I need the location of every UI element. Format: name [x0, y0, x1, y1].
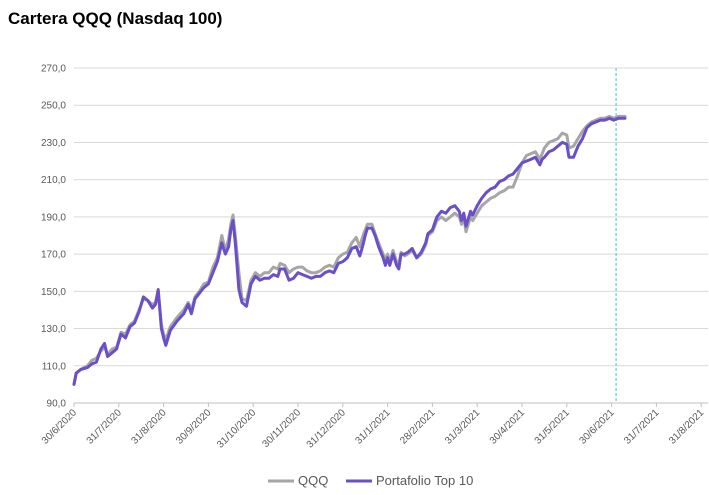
x-tick-label: 30/11/2020 [260, 407, 303, 450]
legend-label: Portafolio Top 10 [376, 473, 473, 488]
x-axis-ticks: 30/6/2020 31/7/2020 31/8/2020 30/9/2020 31/1… [40, 403, 707, 451]
y-tick-label: 190,0 [41, 212, 66, 223]
legend-label: QQQ [298, 473, 328, 488]
x-tick-label: 30/9/2020 [174, 407, 214, 447]
x-tick-label: 28/2/2021 [398, 407, 438, 447]
x-tick-label: 31/7/2020 [85, 407, 125, 447]
x-tick-label: 30/6/2021 [577, 407, 617, 447]
x-tick-label: 31/1/2021 [353, 407, 393, 447]
y-tick-label: 230,0 [41, 138, 66, 149]
x-tick-label: 30/6/2020 [40, 407, 80, 447]
y-axis-ticks: 270,0 250,0 230,0 210,0 190,0 170,0 150,0 130,0… [41, 64, 66, 410]
x-tick-label: 31/8/2020 [129, 407, 169, 447]
x-tick-label: 30/4/2021 [488, 407, 528, 447]
grid-lines [74, 67, 708, 367]
x-tick-label: 31/5/2021 [533, 407, 573, 447]
y-tick-label: 130,0 [41, 324, 66, 335]
x-tick-label: 31/8/2021 [667, 407, 707, 447]
x-tick-label: 31/3/2021 [443, 407, 483, 447]
x-tick-label: 31/10/2020 [215, 407, 258, 450]
series-line-portafolio-top-10 [72, 116, 627, 386]
y-tick-label: 210,0 [41, 175, 66, 186]
y-tick-label: 110,0 [42, 361, 67, 372]
x-tick-label: 31/7/2021 [622, 407, 662, 447]
y-tick-label: 270,0 [41, 64, 66, 75]
series-lines [72, 114, 627, 386]
y-tick-label: 170,0 [41, 250, 66, 261]
y-tick-label: 150,0 [41, 287, 66, 298]
legend: QQQ Portafolio Top 10 [268, 473, 473, 488]
chart-title: Cartera QQQ (Nasdaq 100) [8, 9, 223, 28]
series-line-qqq [72, 114, 627, 386]
x-tick-label: 31/12/2020 [305, 407, 348, 450]
y-tick-label: 250,0 [41, 101, 66, 112]
y-tick-label: 90,0 [47, 399, 67, 410]
